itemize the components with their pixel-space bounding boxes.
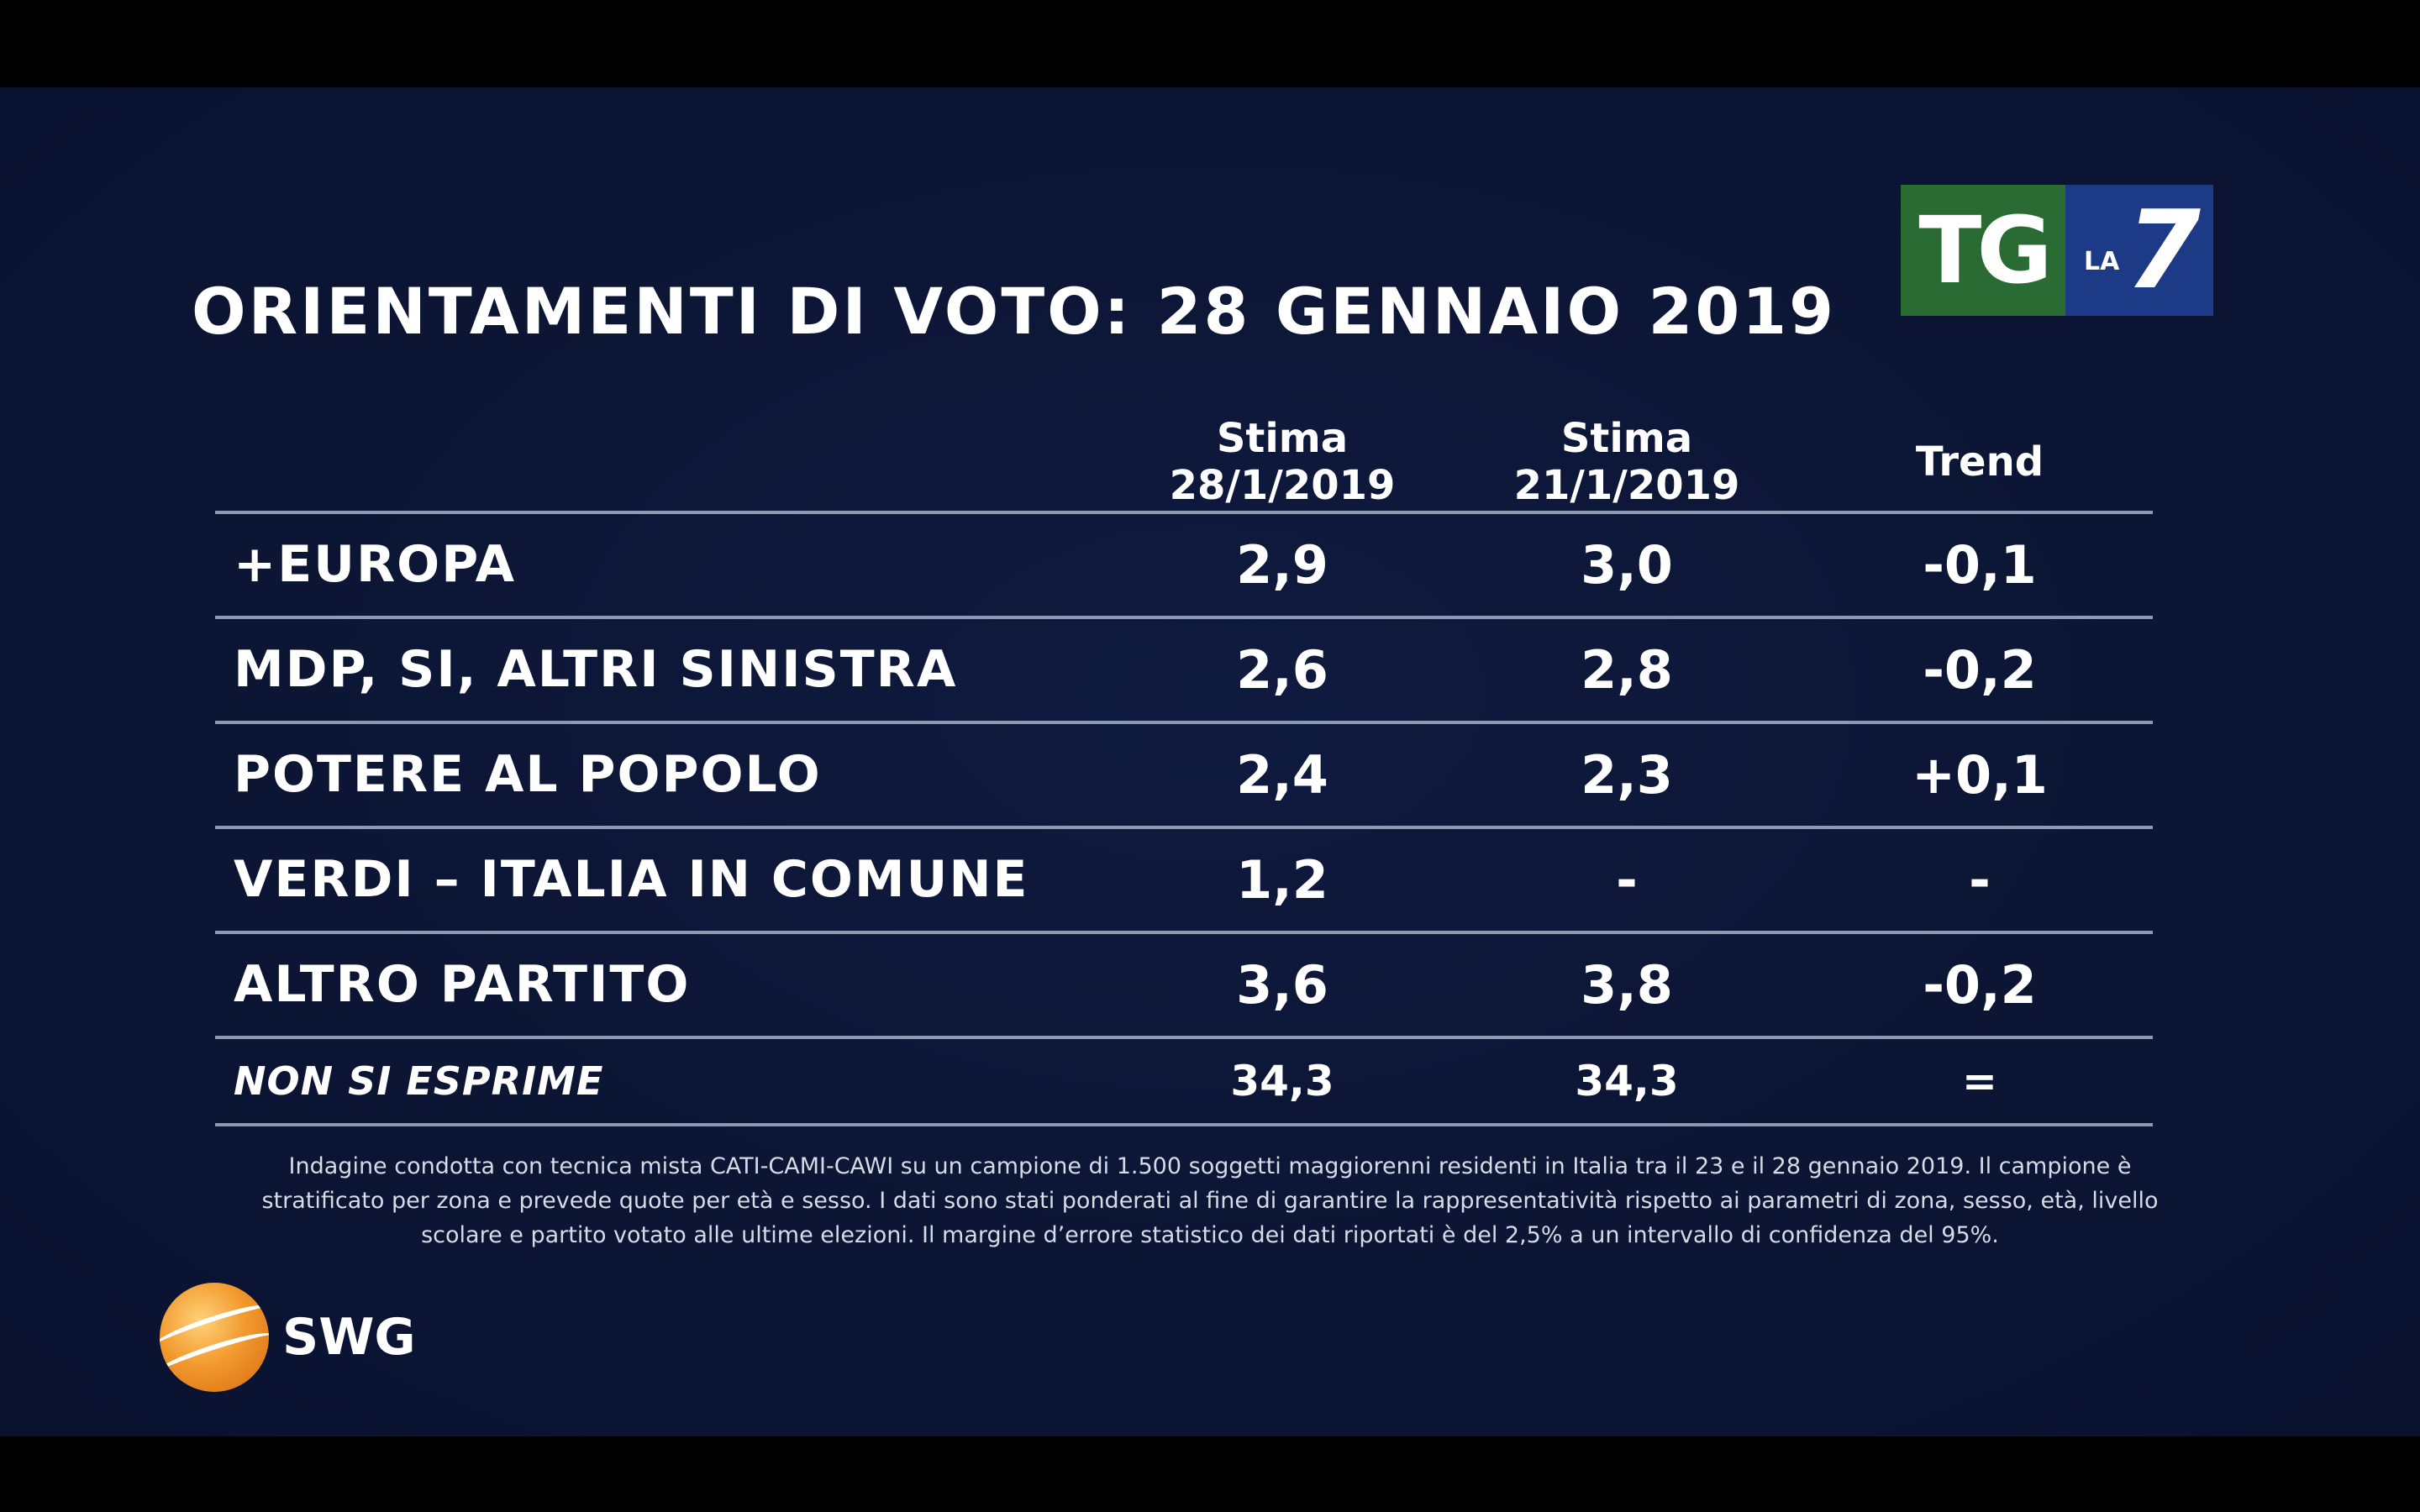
value-stima-21: -: [1616, 849, 1638, 911]
chart-title: ORIENTAMENTI DI VOTO: 28 GENNAIO 2019: [192, 274, 1837, 349]
header-stima-21-line1: Stima: [1560, 415, 1693, 462]
tg-logo-text: TG: [1901, 185, 2065, 316]
globe-icon: [160, 1283, 269, 1392]
note-line: scolare e partito votato alle ultime ele…: [421, 1222, 1999, 1248]
swg-logo: SWG: [160, 1278, 416, 1396]
header-stima-21: Stima 21/1/2019: [1459, 415, 1795, 509]
party-name: +EUROPA: [234, 535, 517, 594]
value-stima-28: 2,6: [1236, 639, 1328, 701]
value-stima-28: 3,6: [1236, 954, 1328, 1016]
value-stima-28: 34,3: [1230, 1057, 1334, 1105]
header-trend: Trend: [1915, 438, 2044, 486]
table-row: VERDI – ITALIA IN COMUNE 1,2 - -: [215, 829, 2153, 934]
party-name: VERDI – ITALIA IN COMUNE: [234, 850, 1029, 909]
party-name: NON SI ESPRIME: [234, 1058, 604, 1104]
value-trend: =: [1962, 1057, 1997, 1105]
value-stima-28: 1,2: [1236, 849, 1328, 911]
header-stima-28-line1: Stima: [1216, 415, 1349, 462]
value-trend: -0,2: [1923, 954, 2037, 1016]
seven-logo-text: 7: [2126, 188, 2202, 313]
swg-logo-text: SWG: [282, 1308, 416, 1367]
value-stima-21: 2,3: [1581, 744, 1673, 806]
table-row: ALTRO PARTITO 3,6 3,8 -0,2: [215, 934, 2153, 1039]
table-row: NON SI ESPRIME 34,3 34,3 =: [215, 1039, 2153, 1126]
table-row: +EUROPA 2,9 3,0 -0,1: [215, 514, 2153, 619]
la7-logo-block: LA 7: [2065, 185, 2213, 316]
party-name: ALTRO PARTITO: [234, 955, 691, 1014]
note-line: Indagine condotta con tecnica mista CATI…: [288, 1153, 2132, 1179]
poll-table: Stima 28/1/2019 Stima 21/1/2019 Trend +E…: [215, 407, 2153, 1126]
value-trend: -: [1969, 849, 1991, 911]
header-stima-28: Stima 28/1/2019: [1114, 415, 1450, 509]
table-row: POTERE AL POPOLO 2,4 2,3 +0,1: [215, 724, 2153, 829]
poll-screen: ORIENTAMENTI DI VOTO: 28 GENNAIO 2019 TG…: [0, 87, 2420, 1436]
value-stima-28: 2,4: [1236, 744, 1328, 806]
value-stima-21: 34,3: [1575, 1057, 1679, 1105]
methodology-note: Indagine condotta con tecnica mista CATI…: [193, 1149, 2227, 1252]
note-line: stratificato per zona e prevede quote pe…: [261, 1188, 2159, 1214]
la-logo-text: LA: [2084, 247, 2120, 276]
value-stima-28: 2,9: [1236, 534, 1328, 596]
header-stima-28-line2: 28/1/2019: [1169, 462, 1396, 509]
party-name: MDP, SI, ALTRI SINISTRA: [234, 640, 958, 699]
value-stima-21: 2,8: [1581, 639, 1673, 701]
value-trend: -0,1: [1923, 534, 2037, 596]
value-trend: +0,1: [1912, 744, 2048, 806]
table-row: MDP, SI, ALTRI SINISTRA 2,6 2,8 -0,2: [215, 619, 2153, 724]
value-stima-21: 3,0: [1581, 534, 1673, 596]
header-stima-21-line2: 21/1/2019: [1513, 462, 1740, 509]
party-name: POTERE AL POPOLO: [234, 745, 822, 804]
value-stima-21: 3,8: [1581, 954, 1673, 1016]
tg-la7-logo: TG LA 7: [1901, 185, 2213, 316]
table-header: Stima 28/1/2019 Stima 21/1/2019 Trend: [215, 407, 2153, 514]
value-trend: -0,2: [1923, 639, 2037, 701]
